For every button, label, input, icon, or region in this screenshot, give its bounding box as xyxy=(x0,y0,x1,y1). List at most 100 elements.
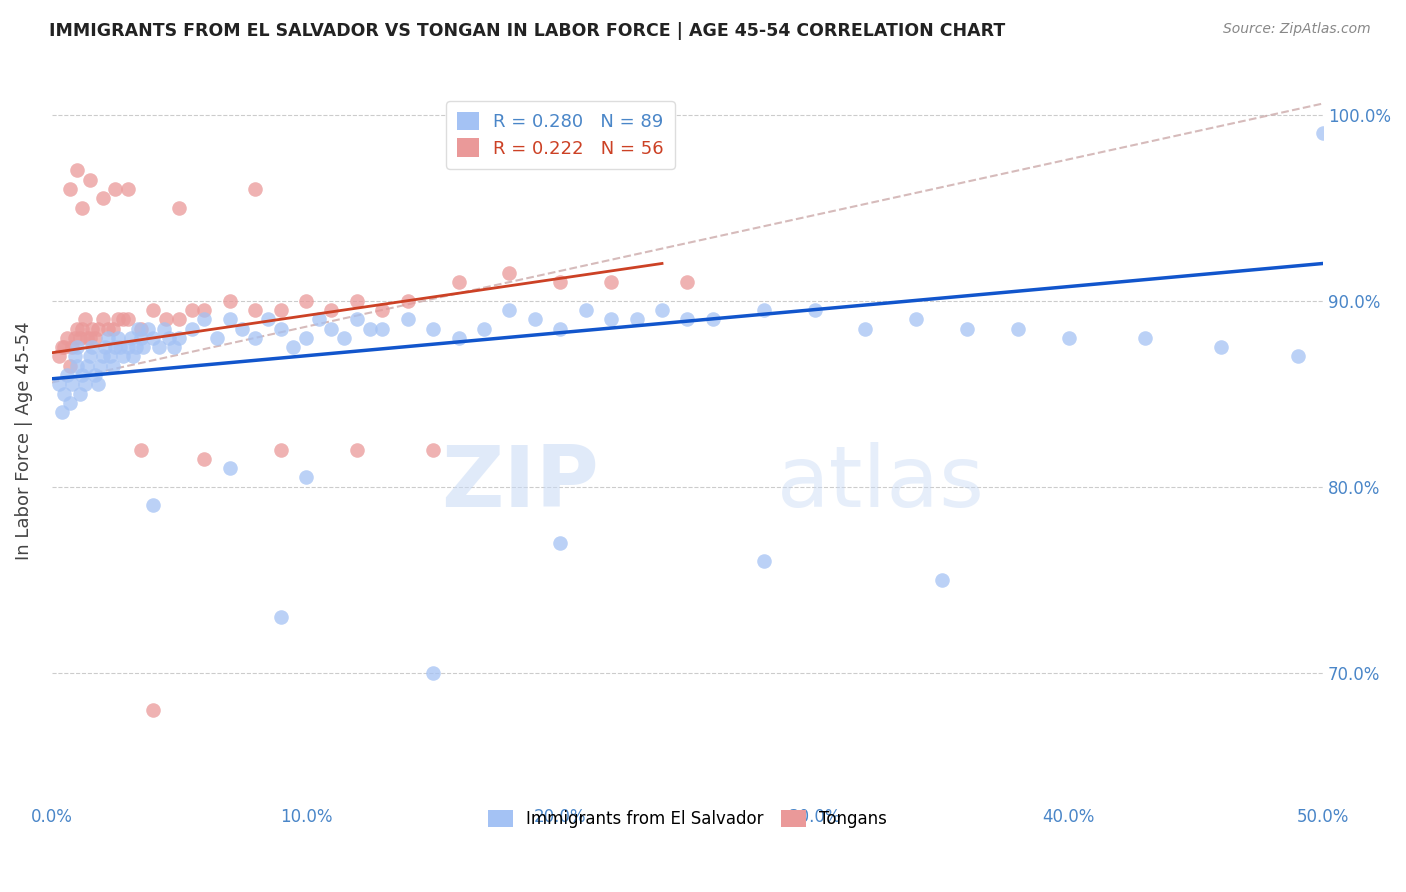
Point xyxy=(132,340,155,354)
Point xyxy=(167,331,190,345)
Point xyxy=(138,321,160,335)
Point xyxy=(129,442,152,457)
Point xyxy=(60,340,83,354)
Point xyxy=(422,442,444,457)
Point xyxy=(243,182,266,196)
Point xyxy=(82,340,104,354)
Point xyxy=(117,312,139,326)
Point xyxy=(295,293,318,308)
Point xyxy=(346,312,368,326)
Point xyxy=(101,359,124,373)
Point xyxy=(101,321,124,335)
Point xyxy=(129,321,152,335)
Point xyxy=(51,405,73,419)
Point xyxy=(111,350,134,364)
Point xyxy=(270,321,292,335)
Point xyxy=(321,321,343,335)
Point xyxy=(550,535,572,549)
Point xyxy=(752,554,775,568)
Point xyxy=(148,340,170,354)
Point xyxy=(63,331,86,345)
Point xyxy=(97,331,120,345)
Point xyxy=(550,321,572,335)
Point xyxy=(651,303,673,318)
Point xyxy=(122,350,145,364)
Point xyxy=(73,377,96,392)
Point xyxy=(702,312,724,326)
Point xyxy=(82,321,104,335)
Point xyxy=(129,331,152,345)
Text: IMMIGRANTS FROM EL SALVADOR VS TONGAN IN LABOR FORCE | AGE 45-54 CORRELATION CHA: IMMIGRANTS FROM EL SALVADOR VS TONGAN IN… xyxy=(49,22,1005,40)
Point xyxy=(72,321,94,335)
Point xyxy=(56,331,79,345)
Point xyxy=(117,182,139,196)
Point xyxy=(69,386,91,401)
Point xyxy=(86,377,108,392)
Point xyxy=(205,331,228,345)
Point xyxy=(142,331,165,345)
Point xyxy=(396,312,419,326)
Point xyxy=(243,303,266,318)
Point xyxy=(1211,340,1233,354)
Text: ZIP: ZIP xyxy=(440,442,599,525)
Point xyxy=(48,350,70,364)
Point xyxy=(79,173,101,187)
Point xyxy=(346,442,368,457)
Point xyxy=(66,359,89,373)
Point xyxy=(931,573,953,587)
Point xyxy=(91,312,114,326)
Point xyxy=(321,303,343,318)
Point xyxy=(167,201,190,215)
Point xyxy=(66,340,89,354)
Point xyxy=(752,303,775,318)
Point xyxy=(243,331,266,345)
Point xyxy=(157,331,180,345)
Point xyxy=(396,293,419,308)
Point xyxy=(193,451,215,466)
Point xyxy=(58,359,80,373)
Text: Source: ZipAtlas.com: Source: ZipAtlas.com xyxy=(1223,22,1371,37)
Point xyxy=(69,331,91,345)
Point xyxy=(905,312,928,326)
Point xyxy=(53,340,76,354)
Point xyxy=(73,312,96,326)
Point xyxy=(97,321,120,335)
Point xyxy=(91,350,114,364)
Point xyxy=(167,312,190,326)
Point xyxy=(163,340,186,354)
Point xyxy=(359,321,381,335)
Point xyxy=(51,340,73,354)
Point xyxy=(72,201,94,215)
Point xyxy=(283,340,305,354)
Point xyxy=(120,331,142,345)
Point xyxy=(107,331,129,345)
Point xyxy=(127,321,149,335)
Point xyxy=(295,331,318,345)
Point xyxy=(66,321,89,335)
Point xyxy=(447,331,470,345)
Point xyxy=(110,340,132,354)
Point xyxy=(498,303,520,318)
Point xyxy=(48,377,70,392)
Point xyxy=(498,266,520,280)
Point xyxy=(53,386,76,401)
Point xyxy=(58,396,80,410)
Point xyxy=(1133,331,1156,345)
Point xyxy=(107,312,129,326)
Point xyxy=(79,350,101,364)
Point xyxy=(803,303,825,318)
Point xyxy=(94,340,117,354)
Text: atlas: atlas xyxy=(776,442,984,525)
Point xyxy=(676,312,699,326)
Point xyxy=(66,163,89,178)
Point xyxy=(371,321,394,335)
Point xyxy=(84,368,107,383)
Point xyxy=(76,331,98,345)
Point xyxy=(346,293,368,308)
Y-axis label: In Labor Force | Age 45-54: In Labor Force | Age 45-54 xyxy=(15,321,32,559)
Point xyxy=(270,610,292,624)
Point xyxy=(142,303,165,318)
Point xyxy=(86,321,108,335)
Point xyxy=(422,321,444,335)
Point xyxy=(231,321,253,335)
